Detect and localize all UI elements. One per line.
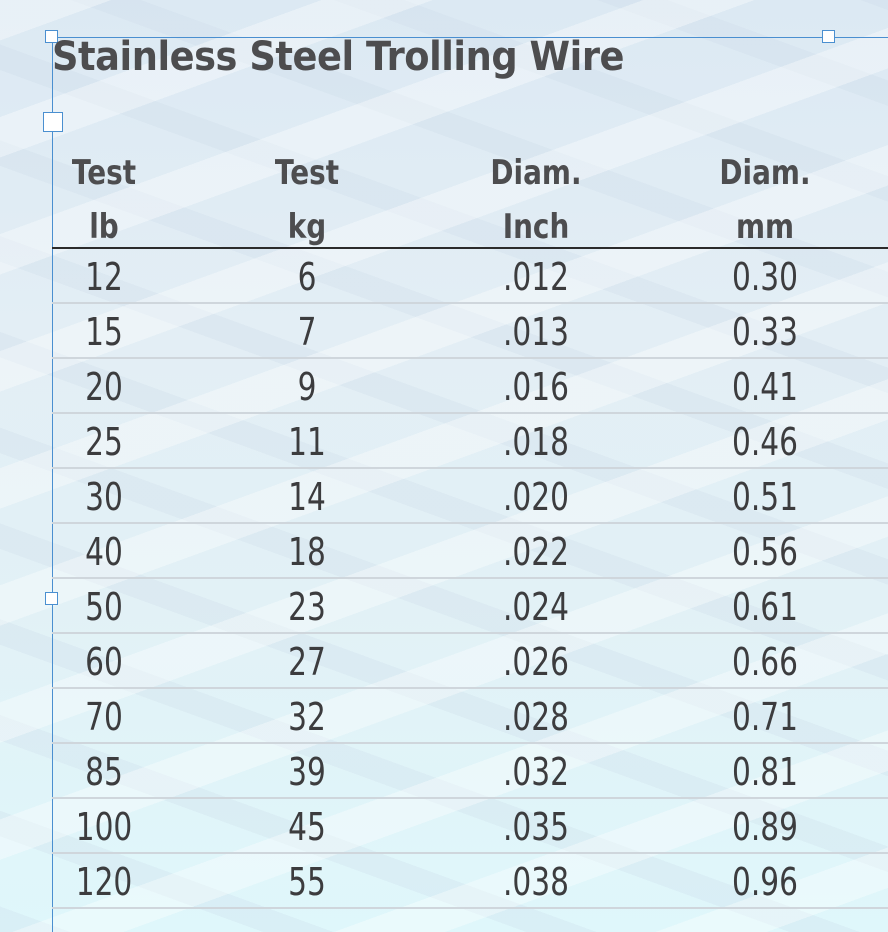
cell-diam-inch: .035: [502, 805, 569, 849]
cell-diam-inch: .024: [502, 585, 569, 629]
cell-test-lb: 70: [85, 695, 123, 739]
cell-diam-mm: 0.89: [731, 805, 798, 849]
cell-test-lb: 85: [85, 750, 123, 794]
table-row: 85 39 .032 0.81: [52, 744, 888, 799]
cell-diam-inch: .026: [502, 640, 569, 684]
header-line: Diam.: [490, 153, 582, 193]
header-line: kg: [287, 207, 327, 247]
cell-diam-mm: 0.51: [731, 475, 798, 519]
cell-test-lb: 100: [75, 805, 133, 849]
cell-test-kg: 14: [288, 475, 326, 519]
cell-test-lb: 25: [85, 420, 123, 464]
cell-diam-inch: .018: [502, 420, 569, 464]
frame-handle-top-right[interactable]: [822, 30, 835, 43]
table-row: 25 11 .018 0.46: [52, 414, 888, 469]
cell-test-lb: 40: [85, 530, 123, 574]
header-diam-inch: Diam. Inch: [454, 146, 618, 254]
header-line: Test: [274, 153, 340, 193]
table-row: 30 14 .020 0.51: [52, 469, 888, 524]
header-diam-mm: Diam. mm: [683, 146, 847, 254]
cell-test-lb: 12: [85, 255, 123, 299]
cell-test-lb: 50: [85, 585, 123, 629]
table-row: 100 45 .035 0.89: [52, 799, 888, 854]
cell-diam-mm: 0.61: [731, 585, 798, 629]
table-row: 50 23 .024 0.61: [52, 579, 888, 634]
cell-diam-inch: .020: [502, 475, 569, 519]
cell-diam-inch: .038: [502, 860, 569, 904]
cell-test-kg: 45: [288, 805, 326, 849]
cell-test-lb: 120: [75, 860, 133, 904]
cell-diam-mm: 0.56: [731, 530, 798, 574]
text-frame-edge-top: [52, 37, 888, 38]
cell-test-kg: 11: [288, 420, 326, 464]
cell-diam-mm: 0.30: [731, 255, 798, 299]
table-body: 12 6 .012 0.30 15 7 .013 0.33 20 9 .016 0.41 25 11 .01…: [52, 249, 888, 909]
cell-diam-mm: 0.33: [731, 310, 798, 354]
cell-diam-mm: 0.71: [731, 695, 798, 739]
frame-handle-middle-left[interactable]: [45, 592, 58, 605]
table-row: 12 6 .012 0.30: [52, 249, 888, 304]
table-row: 40 18 .022 0.56: [52, 524, 888, 579]
table-row: 60 27 .026 0.66: [52, 634, 888, 689]
cell-test-kg: 55: [288, 860, 326, 904]
cell-diam-mm: 0.96: [731, 860, 798, 904]
frame-handle-top-left[interactable]: [45, 30, 58, 43]
wire-spec-table: Test lb Test kg Diam. Inch Diam. mm 12 6.…: [52, 146, 888, 909]
table-row: 120 55 .038 0.96: [52, 854, 888, 909]
cell-test-lb: 60: [85, 640, 123, 684]
cell-test-lb: 30: [85, 475, 123, 519]
header-line: Diam.: [719, 153, 811, 193]
table-row: 20 9 .016 0.41: [52, 359, 888, 414]
cell-test-kg: 18: [288, 530, 326, 574]
page-title: Stainless Steel Trolling Wire: [52, 34, 625, 80]
cell-test-kg: 9: [297, 365, 317, 409]
cell-test-kg: 7: [297, 310, 317, 354]
cell-test-kg: 39: [288, 750, 326, 794]
header-test-lb: Test lb: [22, 146, 186, 254]
header-line: Inch: [502, 207, 570, 247]
cell-diam-inch: .016: [502, 365, 569, 409]
header-test-kg: Test kg: [225, 146, 389, 254]
text-frame-edge-left: [52, 37, 53, 932]
frame-in-port-handle[interactable]: [43, 112, 63, 132]
header-line: Test: [71, 153, 137, 193]
cell-diam-inch: .013: [502, 310, 569, 354]
cell-test-kg: 27: [288, 640, 326, 684]
cell-diam-mm: 0.46: [731, 420, 798, 464]
table-row: 15 7 .013 0.33: [52, 304, 888, 359]
cell-diam-mm: 0.81: [731, 750, 798, 794]
table-row: 70 32 .028 0.71: [52, 689, 888, 744]
cell-test-lb: 15: [85, 310, 123, 354]
header-line: lb: [89, 207, 119, 247]
table-header-row: Test lb Test kg Diam. Inch Diam. mm: [52, 146, 888, 249]
header-line: mm: [735, 207, 795, 247]
cell-diam-inch: .022: [502, 530, 569, 574]
cell-test-kg: 23: [288, 585, 326, 629]
cell-test-kg: 32: [288, 695, 326, 739]
cell-diam-mm: 0.66: [731, 640, 798, 684]
cell-diam-inch: .012: [502, 255, 569, 299]
cell-test-kg: 6: [297, 255, 317, 299]
cell-diam-inch: .032: [502, 750, 569, 794]
cell-diam-inch: .028: [502, 695, 569, 739]
cell-test-lb: 20: [85, 365, 123, 409]
cell-diam-mm: 0.41: [731, 365, 798, 409]
